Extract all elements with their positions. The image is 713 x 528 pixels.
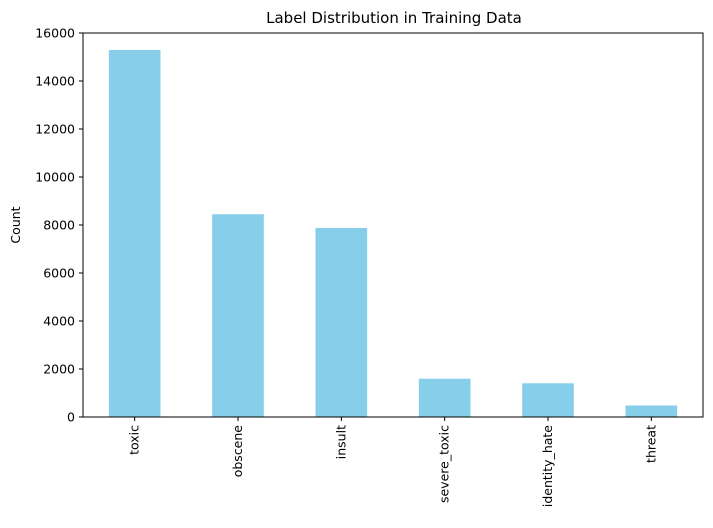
y-tick-label: 12000 xyxy=(35,122,75,137)
x-tick-label: identity_hate xyxy=(540,425,555,507)
x-tick-label: obscene xyxy=(230,425,245,478)
y-tick-label: 16000 xyxy=(35,26,75,41)
bar-identity-hate xyxy=(522,383,574,417)
x-tick-label: severe_toxic xyxy=(437,425,452,503)
bar-threat xyxy=(625,405,678,417)
y-tick-label: 0 xyxy=(67,410,75,425)
x-tick-label: threat xyxy=(643,425,658,463)
x-tick-label: insult xyxy=(333,425,348,459)
y-axis-label: Count xyxy=(8,206,23,243)
bar-toxic xyxy=(108,49,161,417)
y-tick-label: 6000 xyxy=(43,266,75,281)
x-axis: toxic obscene insult severe_toxic identity_h… xyxy=(127,417,658,507)
y-tick-label: 8000 xyxy=(43,218,75,233)
plot-frame xyxy=(82,32,704,418)
bars-group xyxy=(108,49,678,417)
bar-severe-toxic xyxy=(418,378,471,417)
y-tick-label: 2000 xyxy=(43,362,75,377)
y-axis: 0 2000 4000 6000 8000 10000 12000 14000 16000 xyxy=(35,26,83,425)
x-tick-label: toxic xyxy=(127,425,142,455)
y-tick-label: 4000 xyxy=(43,314,75,329)
y-tick-label: 10000 xyxy=(35,170,75,185)
bar-obscene xyxy=(212,214,264,417)
y-tick-label: 14000 xyxy=(35,74,75,89)
chart-title: Label Distribution in Training Data xyxy=(266,9,522,27)
bar-insult xyxy=(315,227,368,417)
